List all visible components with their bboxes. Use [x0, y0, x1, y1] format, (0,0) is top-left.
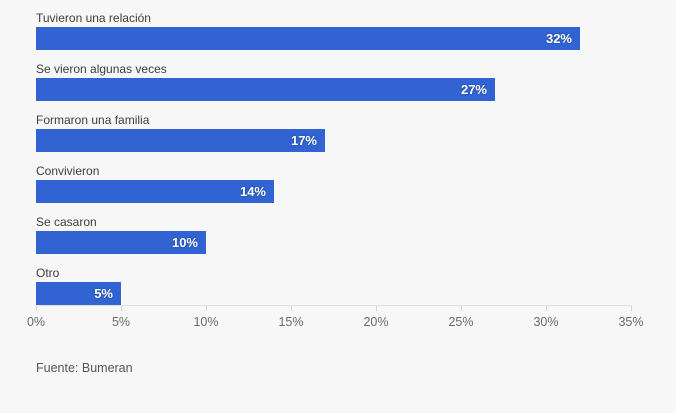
x-axis-tick	[461, 306, 462, 311]
x-axis-tick	[376, 306, 377, 311]
category-label: Tuvieron una relación	[36, 11, 151, 25]
bar[interactable]: 17%	[36, 129, 325, 152]
bar[interactable]: 32%	[36, 27, 580, 50]
chart-row: Se vieron algunas veces 27%	[36, 60, 631, 111]
category-label: Otro	[36, 266, 60, 280]
x-axis-tick-label: 25%	[448, 315, 474, 329]
x-axis-tick-label: 30%	[533, 315, 559, 329]
chart-row: Otro 5%	[36, 264, 631, 315]
x-axis-tick	[631, 306, 632, 311]
source-text: Fuente: Bumeran	[36, 361, 133, 375]
bar-chart: Tuvieron una relación 32% Se vieron alguna…	[36, 9, 631, 305]
category-label: Se vieron algunas veces	[36, 62, 167, 76]
chart-row: Tuvieron una relación 32%	[36, 9, 631, 60]
chart-row: Convivieron 14%	[36, 162, 631, 213]
x-axis-tick-label: 5%	[111, 315, 131, 329]
x-axis-tick	[206, 306, 207, 311]
category-label: Se casaron	[36, 215, 97, 229]
x-axis-tick-label: 35%	[618, 315, 644, 329]
bar[interactable]: 14%	[36, 180, 274, 203]
x-axis-tick-label: 15%	[278, 315, 304, 329]
bar-value-label: 32%	[545, 31, 572, 46]
bar-value-label: 14%	[239, 184, 266, 199]
category-label: Convivieron	[36, 164, 100, 178]
x-axis-tick	[36, 306, 37, 311]
bar-value-label: 17%	[290, 133, 317, 148]
bar-value-label: 10%	[171, 235, 198, 250]
x-axis-tick	[546, 306, 547, 311]
x-axis: 0% 5% 10% 15% 20% 25% 30% 35%	[27, 305, 644, 338]
bar[interactable]: 5%	[36, 282, 121, 305]
bar-value-label: 5%	[94, 286, 113, 301]
x-axis-tick	[121, 306, 122, 311]
x-axis-tick-label: 10%	[193, 315, 219, 329]
chart-row: Se casaron 10%	[36, 213, 631, 264]
chart-row: Formaron una familia 17%	[36, 111, 631, 162]
x-axis-tick	[291, 306, 292, 311]
bar[interactable]: 10%	[36, 231, 206, 254]
bar-value-label: 27%	[460, 82, 487, 97]
x-axis-tick-label: 20%	[363, 315, 389, 329]
x-axis-tick-label: 0%	[26, 315, 46, 329]
category-label: Formaron una familia	[36, 113, 150, 127]
bar[interactable]: 27%	[36, 78, 495, 101]
